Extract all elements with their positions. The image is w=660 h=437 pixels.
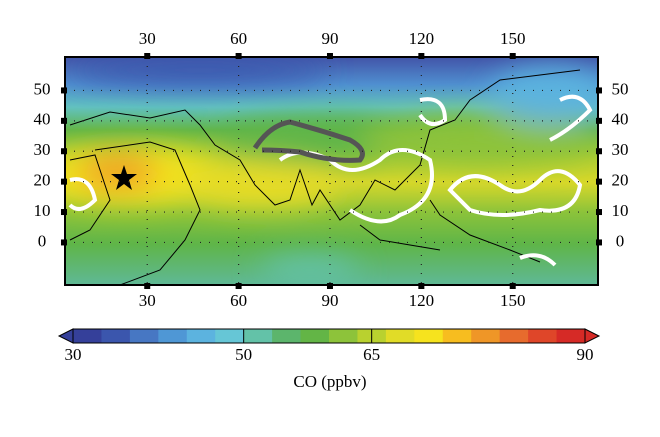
colorbar-tick-label: 50 [235, 345, 252, 364]
colorbar-swatch [471, 329, 501, 343]
colorbar-swatch [414, 329, 444, 343]
co-field [65, 57, 598, 285]
y-tick-label: 30 [34, 140, 51, 159]
y-tick-label: 0 [616, 231, 625, 250]
coastlines [69, 69, 581, 285]
colorbar-swatch [300, 329, 330, 343]
colorbar-swatch [385, 329, 415, 343]
y-tick-label: 0 [38, 231, 47, 250]
y-tick-label: 10 [34, 201, 51, 220]
y-tick-label: 40 [612, 110, 629, 129]
colorbar-swatch [215, 329, 245, 343]
colorbar-swatch [243, 329, 273, 343]
x-tick-label: 120 [409, 29, 435, 48]
x-tick-label: 90 [321, 291, 338, 310]
colorbar-swatch [442, 329, 472, 343]
colorbar-tick-label: 90 [577, 345, 594, 364]
x-tick-label: 30 [139, 291, 156, 310]
y-tick-label: 10 [612, 201, 629, 220]
y-tick-label: 30 [612, 140, 629, 159]
colorbar-swatch [272, 329, 302, 343]
x-tick-label: 150 [500, 291, 526, 310]
colorbar-arrow [57, 328, 74, 344]
site-star [111, 165, 137, 190]
y-tick-label: 50 [612, 79, 629, 98]
colorbar-swatch [101, 329, 131, 343]
colorbar-swatch [158, 329, 188, 343]
colorbar-swatch [73, 329, 102, 343]
colorbar-tick-label: 65 [363, 345, 380, 364]
colorbar-label: CO (ppbv) [293, 372, 366, 391]
colorbar-tick-label: 30 [65, 345, 82, 364]
colorbar-swatch [556, 329, 586, 343]
x-tick-label: 60 [230, 291, 247, 310]
y-tick-label: 20 [612, 171, 629, 190]
x-tick-label: 60 [230, 29, 247, 48]
colorbar-swatch [329, 329, 358, 343]
x-tick-label: 120 [409, 291, 435, 310]
colorbar-swatch [129, 329, 159, 343]
colorbar-arrow [584, 328, 601, 344]
x-tick-label: 90 [321, 29, 338, 48]
x-tick-label: 150 [500, 29, 526, 48]
colorbar-swatch [186, 329, 216, 343]
colorbar-swatch [528, 329, 558, 343]
y-tick-label: 20 [34, 171, 51, 190]
plateau-outline [252, 119, 365, 163]
y-tick-label: 40 [34, 110, 51, 129]
x-tick-label: 30 [139, 29, 156, 48]
colorbar-swatch [499, 329, 529, 343]
y-tick-label: 50 [34, 79, 51, 98]
